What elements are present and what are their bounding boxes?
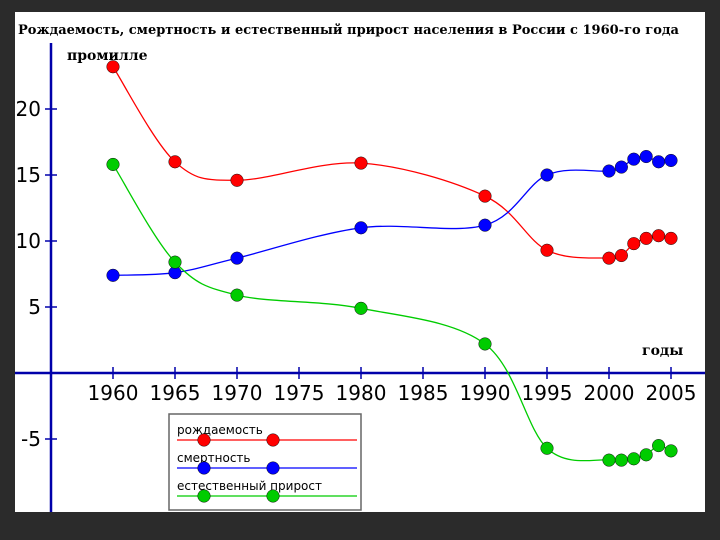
data-point <box>627 237 641 251</box>
data-point <box>652 439 666 453</box>
data-point <box>639 448 653 462</box>
data-point <box>664 444 678 458</box>
legend-label: естественный прирост <box>177 479 322 493</box>
data-point <box>627 452 641 466</box>
data-point <box>639 149 653 164</box>
data-point <box>639 231 653 245</box>
data-point <box>354 221 368 235</box>
data-point <box>106 60 120 74</box>
x-tick-label: 1980 <box>336 381 387 405</box>
data-point <box>168 155 182 169</box>
legend-marker <box>197 489 211 503</box>
y-tick-label: 5 <box>28 295 41 319</box>
legend-marker <box>266 433 280 447</box>
data-point <box>614 248 628 263</box>
series-0 <box>106 60 678 265</box>
legend: рождаемость смертность естественный прирос… <box>168 413 362 511</box>
x-tick-label: 1975 <box>274 381 325 405</box>
y-tick-label: 15 <box>16 163 41 187</box>
x-axis-unit-label: годы <box>642 343 683 359</box>
legend-label: смертность <box>177 451 251 465</box>
data-point <box>627 152 641 166</box>
data-point <box>614 160 628 174</box>
legend-label: рождаемость <box>177 423 263 437</box>
data-point <box>602 164 616 178</box>
data-point <box>540 168 554 182</box>
legend-marker <box>266 461 280 475</box>
legend-marker <box>266 489 280 503</box>
y-axis-unit-label: промилле <box>67 48 148 64</box>
chart-frame: Рождаемость, смертность и естественный п… <box>15 12 705 512</box>
data-point <box>540 441 554 455</box>
data-point <box>478 189 492 203</box>
data-point <box>168 255 182 269</box>
data-point <box>652 229 666 243</box>
series-2 <box>106 157 678 467</box>
x-tick-label: 2005 <box>646 381 697 405</box>
data-point <box>478 337 492 351</box>
data-point <box>354 156 368 170</box>
data-point <box>230 288 244 302</box>
chart-title: Рождаемость, смертность и естественный п… <box>18 23 680 38</box>
legend-marker <box>197 461 211 475</box>
x-tick-label: 1995 <box>522 381 573 405</box>
data-point <box>230 173 244 187</box>
legend-marker <box>197 433 211 447</box>
series-line <box>112 66 672 260</box>
x-tick-label: 1990 <box>460 381 511 405</box>
y-tick-label: 20 <box>16 97 41 121</box>
y-tick-label: -5 <box>21 427 41 451</box>
axes <box>15 43 705 512</box>
data-point <box>602 453 616 467</box>
series-1 <box>106 149 678 282</box>
data-point <box>540 243 554 257</box>
data-point <box>602 251 616 265</box>
x-tick-label: 1985 <box>398 381 449 405</box>
x-tick-label: 1960 <box>88 381 139 405</box>
data-point <box>478 218 492 232</box>
y-tick-label: 10 <box>16 229 41 253</box>
data-point <box>664 153 678 168</box>
x-tick-label: 1965 <box>150 381 201 405</box>
axis-ticks: 1960 1965 1970 1975 1980 1985 1990 1995 2000 2005… <box>16 97 697 451</box>
data-point <box>106 268 120 282</box>
data-point <box>354 301 368 315</box>
data-point <box>230 251 244 265</box>
data-point <box>614 453 628 467</box>
x-tick-label: 1970 <box>212 381 263 405</box>
x-tick-label: 2000 <box>584 381 635 405</box>
series-layer <box>106 60 678 467</box>
data-point <box>106 157 120 171</box>
line-chart: Рождаемость, смертность и естественный п… <box>15 23 705 512</box>
data-point <box>664 231 678 245</box>
data-point <box>652 155 666 169</box>
